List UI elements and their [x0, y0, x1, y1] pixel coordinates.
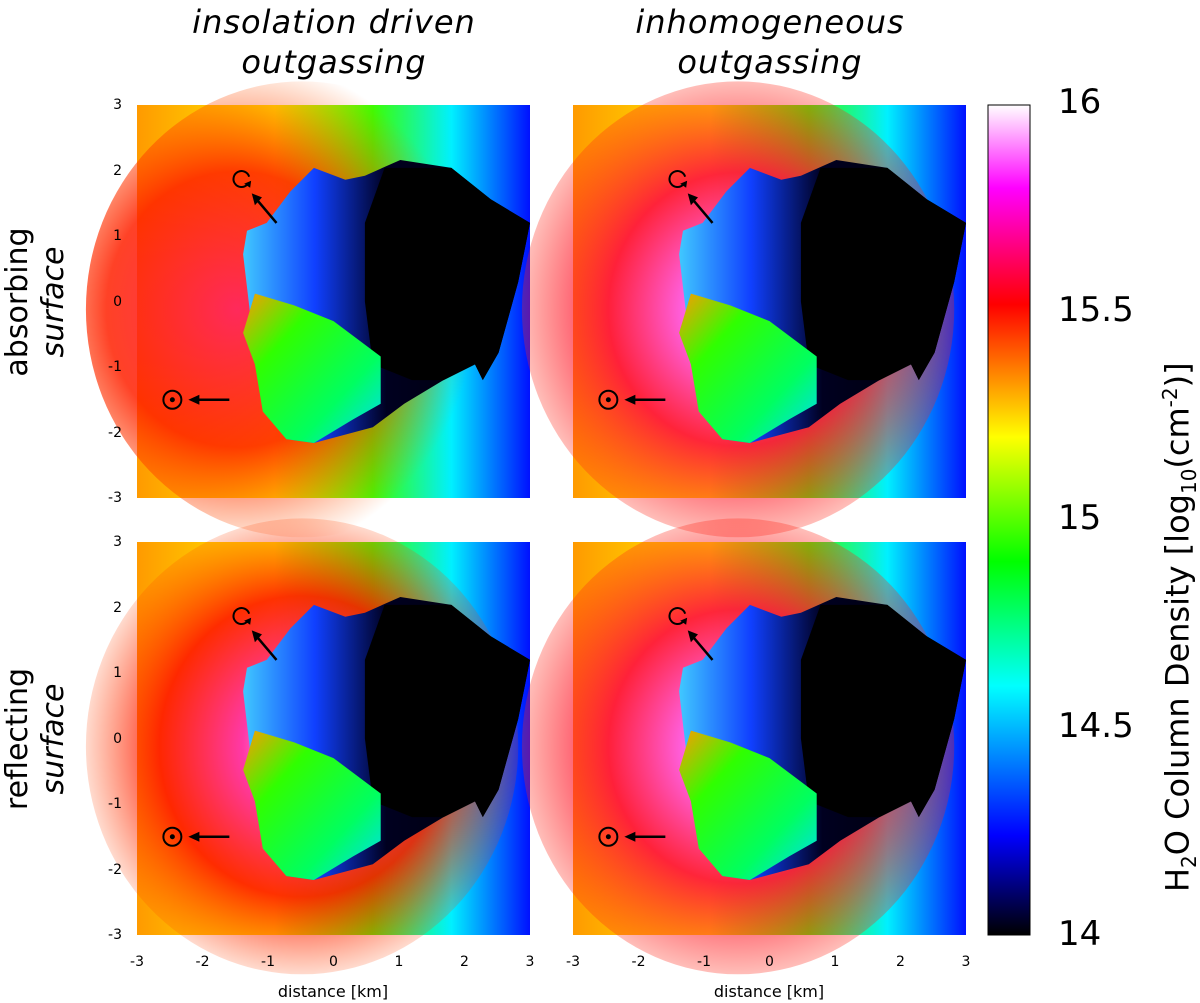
colorbar-tick-14-5: 14.5 [1058, 706, 1134, 746]
rotation-axis-arrow [253, 196, 278, 224]
x-tick-label: 2 [460, 954, 469, 970]
rotation-axis-arrow [689, 633, 714, 661]
column-title-inhomogeneous: inhomogeneous outgassing [620, 2, 920, 82]
rotation-arrowhead-icon [244, 617, 252, 625]
arrowhead-icon [624, 394, 636, 405]
y-tick-label: 3 [113, 534, 122, 550]
heatmap-panel-4 [521, 518, 966, 975]
column-title-line1: inhomogeneous [635, 3, 905, 41]
sun-symbol-dot [169, 397, 175, 403]
nucleus-small-lobe [243, 293, 381, 443]
nucleus-small-lobe [679, 730, 817, 880]
y-tick-label: -3 [108, 490, 122, 506]
x-tick-label: -3 [130, 954, 144, 970]
colorbar-tick-15-5: 15.5 [1058, 290, 1134, 330]
nucleus-shadow [364, 167, 530, 381]
nucleus-small-lobe [243, 730, 381, 880]
rotation-symbol-icon [668, 170, 687, 189]
sun-symbol-dot [605, 834, 611, 840]
colorbar-label: H2O Column Density [log10(cm-2)] [1158, 362, 1200, 892]
y-tick-label: -2 [108, 424, 122, 441]
x-axis-label-right: distance [km] [713, 982, 825, 1001]
x-tick-label: 2 [896, 954, 905, 970]
heatmap-panel-2 [521, 81, 966, 538]
arrowhead-icon [624, 831, 636, 842]
y-tick-label: 3 [113, 97, 122, 113]
arrowhead-icon [687, 193, 698, 206]
nucleus-shadow [800, 167, 966, 381]
rotation-arrowhead-icon [680, 180, 688, 188]
x-tick-label: 3 [525, 954, 535, 970]
y-tick-label: -3 [108, 927, 122, 943]
rotation-axis-arrow [689, 196, 714, 224]
column-title-line2: outgassing [241, 43, 427, 81]
sun-symbol-icon [598, 826, 619, 847]
nucleus-shadow [364, 604, 530, 818]
nucleus-shadow [800, 604, 966, 818]
x-tick-label: -2 [631, 954, 646, 970]
heatmap-panel-1 [85, 81, 530, 538]
sun-symbol-dot [605, 397, 611, 403]
rotation-symbol-icon [232, 607, 251, 626]
rotation-arrowhead-icon [244, 180, 252, 188]
x-tick-label: 1 [394, 954, 404, 970]
x-tick-label: 0 [329, 954, 338, 970]
x-tick-label: -1 [261, 954, 275, 970]
column-title-insolation: insolation driven outgassing [184, 2, 484, 82]
heatmap-panel-3 [85, 518, 530, 975]
sun-symbol-icon [162, 826, 183, 847]
rotation-symbol-icon [232, 170, 251, 189]
column-title-line2: outgassing [677, 43, 863, 81]
x-tick-label: -3 [566, 954, 580, 970]
y-tick-label: 1 [113, 228, 122, 244]
colorbar-gradient [987, 104, 1031, 936]
arrowhead-icon [687, 630, 698, 643]
x-tick-label: 0 [765, 954, 774, 970]
sun-symbol-icon [162, 389, 183, 410]
sun-symbol-dot [169, 834, 175, 840]
y-tick-label: 2 [113, 162, 122, 179]
arrowhead-icon [188, 831, 200, 842]
y-tick-label: 0 [113, 293, 122, 310]
sun-symbol-icon [598, 389, 619, 410]
x-tick-label: 1 [830, 954, 840, 970]
y-tick-label: -1 [108, 796, 122, 812]
arrowhead-icon [188, 394, 200, 405]
panels-group [85, 81, 966, 975]
x-axis-label-left: distance [km] [277, 982, 389, 1001]
colorbar-tick-15: 15 [1058, 498, 1102, 538]
arrowhead-icon [251, 630, 262, 643]
x-tick-label: -2 [195, 954, 210, 970]
rotation-axis-arrow [253, 633, 278, 661]
nucleus-small-lobe [679, 293, 817, 443]
x-tick-label: -1 [697, 954, 711, 970]
x-tick-label: 3 [961, 954, 971, 970]
rotation-symbol-icon [668, 607, 687, 626]
y-tick-label: 2 [113, 599, 122, 616]
colorbar-tick-16: 16 [1058, 82, 1102, 122]
y-tick-label: 1 [113, 665, 122, 681]
rotation-arrowhead-icon [680, 617, 688, 625]
arrowhead-icon [251, 193, 262, 206]
y-tick-label: -1 [108, 359, 122, 375]
column-title-line1: insolation driven [192, 3, 476, 41]
colorbar-tick-14: 14 [1058, 914, 1102, 954]
y-tick-label: 0 [113, 730, 122, 747]
colorbar [987, 104, 1031, 936]
y-tick-label: -2 [108, 861, 122, 878]
